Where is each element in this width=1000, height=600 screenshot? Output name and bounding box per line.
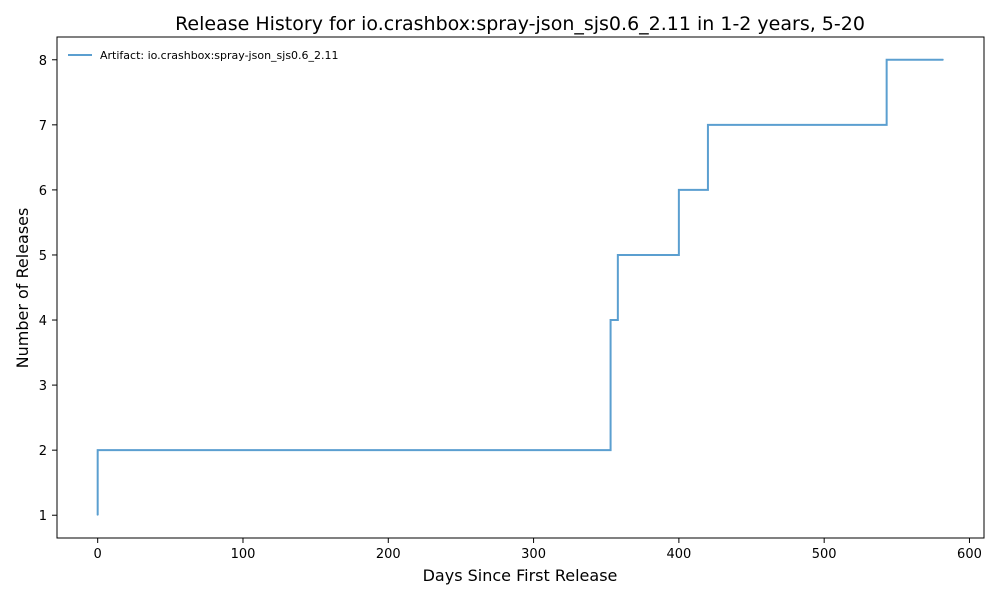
x-tick-label: 500: [812, 547, 837, 562]
series-step-point: [617, 254, 619, 256]
y-tick-label: 1: [39, 509, 47, 524]
series-group: [96, 58, 944, 516]
y-tick-label: 5: [39, 249, 47, 264]
x-axis-ticks: 0 100 200 300 400 500 600: [94, 538, 982, 562]
y-tick-label: 8: [39, 54, 47, 69]
y-tick-label: 2: [39, 444, 47, 459]
series-step-point: [610, 319, 612, 321]
chart-title: Release History for io.crashbox:spray-js…: [175, 13, 865, 35]
x-axis-label: Days Since First Release: [423, 566, 618, 585]
series-step-point: [97, 514, 99, 516]
plot-area-frame: [56, 36, 985, 539]
y-tick-label: 7: [39, 119, 47, 134]
series-step-point: [707, 124, 709, 126]
x-tick-label: 100: [231, 547, 256, 562]
y-axis-ticks: 1 2 3 4 5 6 7 8: [39, 54, 57, 524]
y-tick-label: 4: [39, 314, 47, 329]
x-tick-label: 600: [957, 547, 982, 562]
legend-label: Artifact: io.crashbox:spray-json_sjs0.6_…: [100, 49, 339, 62]
y-tick-label: 3: [39, 379, 47, 394]
series-step-point: [942, 59, 944, 61]
legend: Artifact: io.crashbox:spray-json_sjs0.6_…: [68, 49, 339, 62]
series-step-point: [97, 449, 99, 451]
x-tick-label: 400: [666, 547, 691, 562]
series-step-point: [886, 59, 888, 61]
x-tick-label: 200: [376, 547, 401, 562]
x-tick-label: 300: [521, 547, 546, 562]
y-axis-label: Number of Releases: [13, 208, 32, 369]
x-tick-label: 0: [94, 547, 102, 562]
series-step-line: [96, 58, 944, 516]
y-tick-label: 6: [39, 184, 47, 199]
series-step-point: [678, 189, 680, 191]
